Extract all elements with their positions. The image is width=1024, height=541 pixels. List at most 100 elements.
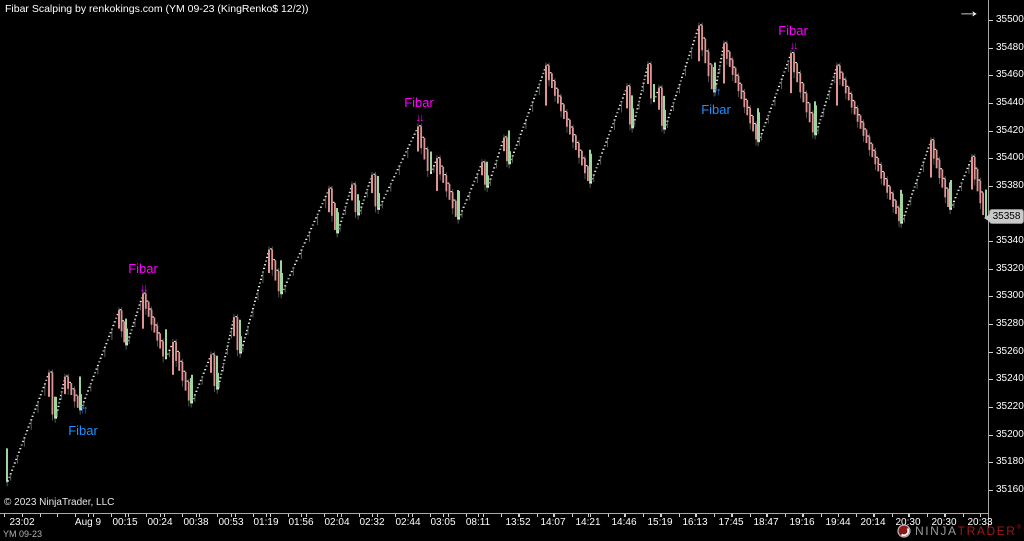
renko-bar [926,150,929,153]
renko-bar [325,197,327,209]
renko-bar [599,156,602,158]
renko-bar [643,84,644,93]
renko-bar [11,469,14,471]
renko-bar [526,115,529,118]
renko-bar [664,127,666,130]
sell-arrows-icon: ↓↓ [139,282,149,294]
renko-bar [584,158,586,174]
renko-bar [619,104,622,106]
renko-bar [170,345,173,348]
renko-bar [242,344,244,346]
renko-bar [828,92,830,101]
renko-bar [774,96,776,99]
renko-bar [783,71,786,73]
renko-bar [118,310,120,329]
renko-bar [474,177,477,179]
renko-bar [718,68,721,71]
renko-bar [239,352,241,358]
renko-bar [24,433,27,435]
renko-bar [225,348,228,351]
renko-bar [264,264,266,266]
renko-bar [204,369,207,371]
renko-bar [218,380,221,382]
renko-bar [326,192,329,194]
tab-instrument[interactable]: YM 09-23 [3,529,43,539]
renko-bar [850,94,853,108]
renko-bar [247,326,249,328]
renko-bar [156,325,159,341]
fibar-signal-label: Fibar [778,23,808,38]
renko-bar [149,308,152,310]
renko-bar [331,188,333,216]
renko-bar [847,86,850,101]
renko-bar [638,102,640,110]
time-axis-tick [802,514,803,517]
renko-bar [491,171,494,173]
renko-bar [321,202,324,205]
renko-bar [366,188,369,191]
renko-bar [626,86,628,109]
renko-bar [719,61,722,63]
time-axis-minor-tick [146,514,147,517]
renko-bar [716,76,719,78]
price-axis-label: 35480 [996,41,1024,53]
renko-bar [323,199,326,201]
renko-bar [918,172,921,174]
renko-bar [22,440,25,443]
renko-bar [205,365,208,367]
renko-bar [976,168,979,192]
renko-bar [328,185,330,191]
renko-bar [830,83,833,85]
renko-bar [739,82,742,84]
renko-bar [92,375,95,378]
renko-bar [46,376,49,378]
go-to-latest-icon[interactable]: → [956,1,982,22]
renko-bar [116,313,119,316]
renko-bar [893,199,896,201]
renko-bar [348,191,351,194]
renko-bar [280,293,282,299]
renko-bar [784,67,787,69]
renko-bar [684,65,687,68]
renko-bar [79,409,81,415]
renko-bar [981,191,983,193]
renko-bar [930,140,932,178]
time-axis-minor-tick [802,514,804,517]
renko-bar [359,210,362,212]
renko-bar [534,94,537,96]
price-chart-canvas[interactable] [0,0,989,513]
renko-bar [298,253,301,255]
time-axis-minor-tick [625,514,627,517]
renko-bar [422,136,425,138]
time-axis-tick [196,514,197,517]
renko-bar [667,116,670,119]
time-axis-label: 19:16 [789,517,815,528]
renko-bar [895,200,897,215]
renko-bar [882,170,884,173]
renko-bar [177,350,179,353]
renko-bar [262,271,264,273]
renko-bar [582,157,585,159]
price-axis-label: 35180 [996,456,1024,468]
renko-bar [749,108,752,124]
renko-bar [233,314,235,320]
renko-bar [849,92,852,95]
brand-ninja-text: NINJA [914,524,958,538]
renko-bar [587,166,589,181]
renko-bar [748,106,750,109]
time-axis-minor-tick [483,514,485,517]
renko-bar [401,158,404,160]
renko-bar [554,81,556,96]
renko-bar [802,83,805,103]
renko-bar [61,387,64,389]
renko-bar [436,155,438,161]
renko-bar [105,343,108,345]
renko-bar [543,69,546,71]
renko-bar [551,73,553,89]
renko-bar [804,92,807,94]
renko-bar [180,360,183,362]
price-axis-label: 35440 [996,96,1024,108]
renko-bar [60,391,63,393]
time-axis-tick [443,514,444,517]
renko-bar [633,119,636,121]
